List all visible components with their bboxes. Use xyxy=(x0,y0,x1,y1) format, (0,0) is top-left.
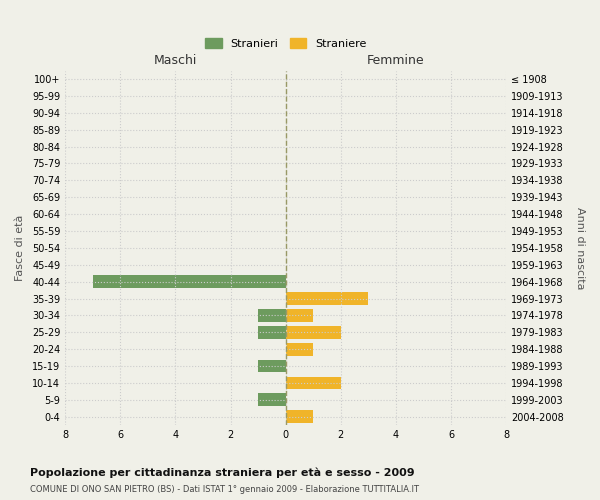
Legend: Stranieri, Straniere: Stranieri, Straniere xyxy=(200,34,371,54)
Bar xyxy=(93,276,286,288)
Text: Popolazione per cittadinanza straniera per età e sesso - 2009: Popolazione per cittadinanza straniera p… xyxy=(30,468,415,478)
Bar xyxy=(258,326,286,338)
Y-axis label: Anni di nascita: Anni di nascita xyxy=(575,206,585,289)
Bar xyxy=(286,376,341,390)
Bar xyxy=(286,326,341,338)
Text: Femmine: Femmine xyxy=(367,54,425,68)
Bar xyxy=(286,292,368,305)
Bar xyxy=(286,309,313,322)
Bar xyxy=(286,343,313,355)
Bar xyxy=(258,360,286,372)
Text: COMUNE DI ONO SAN PIETRO (BS) - Dati ISTAT 1° gennaio 2009 - Elaborazione TUTTIT: COMUNE DI ONO SAN PIETRO (BS) - Dati IST… xyxy=(30,485,419,494)
Text: Maschi: Maschi xyxy=(154,54,197,68)
Bar xyxy=(286,410,313,423)
Bar xyxy=(258,309,286,322)
Y-axis label: Fasce di età: Fasce di età xyxy=(15,214,25,281)
Bar xyxy=(258,394,286,406)
